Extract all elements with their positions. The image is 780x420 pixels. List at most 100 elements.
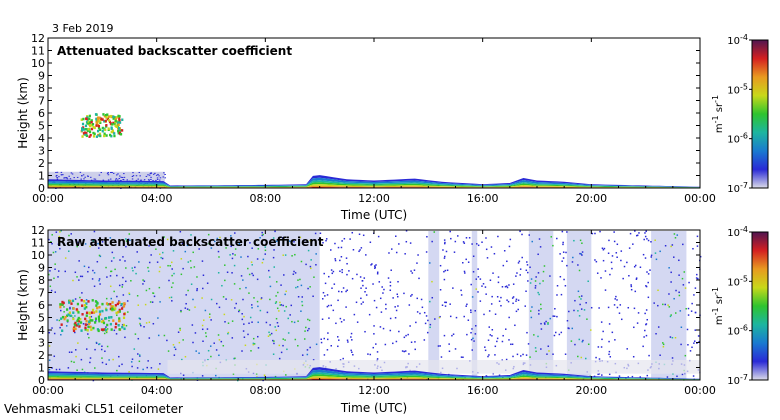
noise-pixel [439,289,442,291]
noise-pixel [309,346,311,349]
noise-pixel [485,237,487,239]
noise-pixel [251,306,253,309]
noise-pixel [349,238,351,240]
cloud-pixel [94,300,98,303]
haze-pixel [157,173,159,175]
cloud-pixel [91,308,95,312]
noise-pixel [466,333,468,336]
noise-pixel [138,261,140,263]
noise-pixel [530,278,533,280]
noise-pixel [216,237,219,240]
noise-pixel [682,284,685,286]
noise-pixel [138,354,141,356]
colorbar-tick-label: 10-4 [727,225,748,239]
noise-pixel [78,279,80,281]
haze-pixel [158,179,161,181]
haze-pixel [115,174,118,176]
cloud-pixel [106,323,109,327]
cloud-pixel [71,299,75,303]
noise-pixel [178,341,181,344]
noise-pixel [166,339,168,342]
noise-pixel [159,363,161,365]
cloud-pixel [106,117,109,121]
noise-pixel [364,330,366,333]
noise-pixel [248,292,250,294]
noise-pixel [67,367,70,369]
cloud-pixel [83,307,86,310]
noise-pixel [678,274,680,276]
noise-pixel [444,301,446,304]
surface-haze [167,360,701,374]
noise-pixel [448,343,450,345]
noise-pixel [685,307,687,310]
noise-pixel [196,276,198,278]
cloud-pixel [90,119,93,122]
cloud-pixel [102,321,106,325]
noise-pixel [404,253,406,255]
noise-pixel [185,302,187,305]
noise-pixel [321,298,324,300]
noise-pixel [284,339,286,341]
noise-pixel [234,232,236,234]
noise-pixel [630,284,632,286]
noise-pixel [91,278,94,280]
noise-pixel [89,361,91,364]
noise-pixel [525,269,528,272]
noise-pixel [515,300,517,302]
cloud-pixel [101,126,104,130]
y-tick-label: 4 [38,132,45,145]
noise-pixel [608,353,610,356]
noise-pixel [94,367,96,369]
noise-pixel [680,326,683,329]
noise-pixel [608,323,611,325]
noise-pixel [279,304,281,306]
noise-pixel [327,304,330,307]
cloud-pixel [105,308,108,312]
noise-pixel [50,241,52,243]
noise-pixel [537,253,539,256]
noise-pixel [201,328,204,331]
noise-pixel [198,352,200,354]
noise-pixel [125,324,128,327]
y-tick-label: 5 [38,120,45,133]
cloud-pixel [81,122,85,126]
noise-pixel [597,346,600,348]
noise-pixel [531,306,533,308]
noise-pixel [90,315,93,318]
cloud-pixel [95,121,98,124]
noise-pixel [119,259,121,261]
haze-pixel [115,178,118,180]
noise-pixel [252,342,255,345]
cloud-pixel [117,126,121,130]
cloud-pixel [123,302,126,305]
noise-pixel [280,284,282,286]
cloud-pixel [66,314,69,318]
noise-pixel [580,308,583,310]
noise-pixel [697,277,699,280]
noise-pixel [210,239,212,241]
noise-pixel [543,322,546,324]
noise-pixel [180,310,182,313]
noise-pixel [307,287,309,290]
noise-pixel [394,317,397,319]
noise-pixel [259,236,261,239]
noise-pixel [582,339,584,342]
noise-pixel [594,259,596,261]
noise-pixel [497,276,500,278]
noise-pixel [118,355,120,358]
noise-pixel [577,264,579,266]
noise-pixel [304,330,306,332]
noise-pixel [209,313,211,315]
x-tick-label: 04:00 [141,384,173,397]
haze-pixel [120,176,122,178]
noise-pixel [467,261,470,263]
noise-pixel [273,266,276,268]
noise-pixel [360,303,363,305]
cloud-pixel [95,124,98,127]
noise-pixel [205,335,208,338]
noise-pixel [698,340,700,343]
noise-pixel [613,304,616,306]
noise-pixel [566,264,568,267]
noise-pixel [662,303,664,306]
noise-pixel [693,342,695,344]
